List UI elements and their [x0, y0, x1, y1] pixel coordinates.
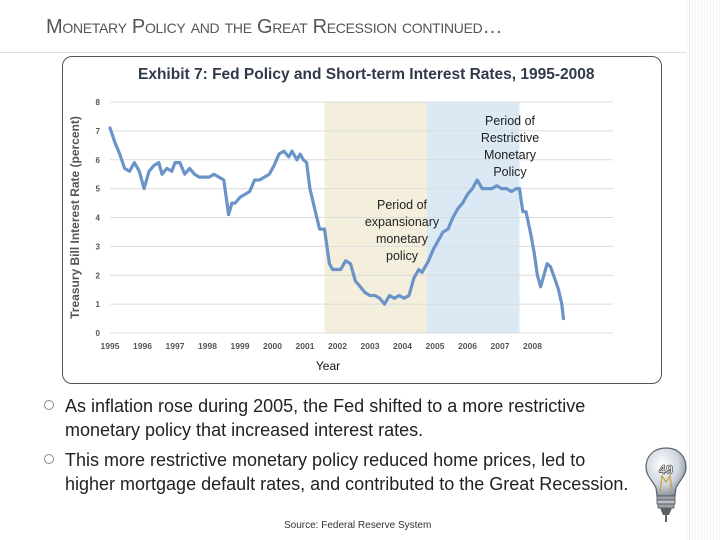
- y-tick-label: 1: [96, 300, 101, 309]
- x-tick-label: 2001: [296, 341, 315, 351]
- series-line-treasury-rate: [108, 126, 565, 321]
- y-tick-label: 7: [96, 127, 101, 136]
- bullet-text-1: As inflation rose during 2005, the Fed s…: [65, 396, 586, 440]
- x-tick-label: 1995: [101, 341, 120, 351]
- x-tick-label: 1997: [166, 341, 185, 351]
- x-tick-label: 2005: [426, 341, 445, 351]
- annotation-expansionary: Period of expansionary monetary policy: [365, 198, 440, 263]
- y-tick-label: 5: [96, 185, 101, 194]
- treasury-rate-chart: 0 1 2 3 4 5 6 7 8 1995 1996 1997 1998 1999 2000 2001 200…: [68, 66, 613, 373]
- x-tick-label: 2004: [393, 341, 412, 351]
- bullet-circle-icon: [44, 400, 54, 410]
- x-tick-label: 2000: [263, 341, 282, 351]
- y-tick-label: 0: [96, 329, 101, 338]
- x-tick-label: 2006: [458, 341, 477, 351]
- chart-frame: 0 1 2 3 4 5 6 7 8 1995 1996 1997 1998 1999 2000 2001 200…: [62, 56, 662, 384]
- annotation-restrictive: Period of Restrictive Monetary Policy: [481, 114, 539, 179]
- y-tick-label: 6: [96, 156, 101, 165]
- slide-title: Monetary Policy and the Great Recession …: [46, 16, 502, 39]
- y-tick-label: 3: [96, 242, 101, 251]
- bullet-item: As inflation rose during 2005, the Fed s…: [44, 394, 634, 442]
- bullet-text-2: This more restrictive monetary policy re…: [65, 450, 629, 494]
- slide-title-text: Monetary Policy and the Great Recession …: [46, 16, 503, 38]
- slide-right-border: [686, 0, 720, 540]
- y-axis-label: Treasury Bill Interest Rate (percent): [68, 116, 82, 319]
- source-note: Source: Federal Reserve System: [284, 520, 432, 531]
- x-tick-label: 1996: [133, 341, 152, 351]
- y-tick-label: 2: [96, 271, 101, 280]
- y-tick-label: 4: [96, 214, 101, 223]
- y-tick-label: 8: [96, 98, 101, 107]
- x-axis-label: Year: [316, 359, 340, 373]
- bullet-item: This more restrictive monetary policy re…: [44, 448, 634, 496]
- lightbulb-icon: 49: [645, 447, 687, 522]
- x-tick-label: 2002: [328, 341, 347, 351]
- x-tick-label: 2003: [361, 341, 380, 351]
- x-tick-label: 1999: [231, 341, 250, 351]
- chart-title: Exhibit 7: Fed Policy and Short-term Int…: [138, 66, 595, 83]
- title-divider: [0, 52, 686, 53]
- x-tick-label: 2008: [523, 341, 542, 351]
- page-number: 49: [659, 462, 673, 477]
- x-tick-label: 1998: [198, 341, 217, 351]
- bullet-list: As inflation rose during 2005, the Fed s…: [44, 394, 634, 502]
- bullet-circle-icon: [44, 454, 54, 464]
- slide-right-rule: [689, 0, 690, 540]
- x-tick-label: 2007: [491, 341, 510, 351]
